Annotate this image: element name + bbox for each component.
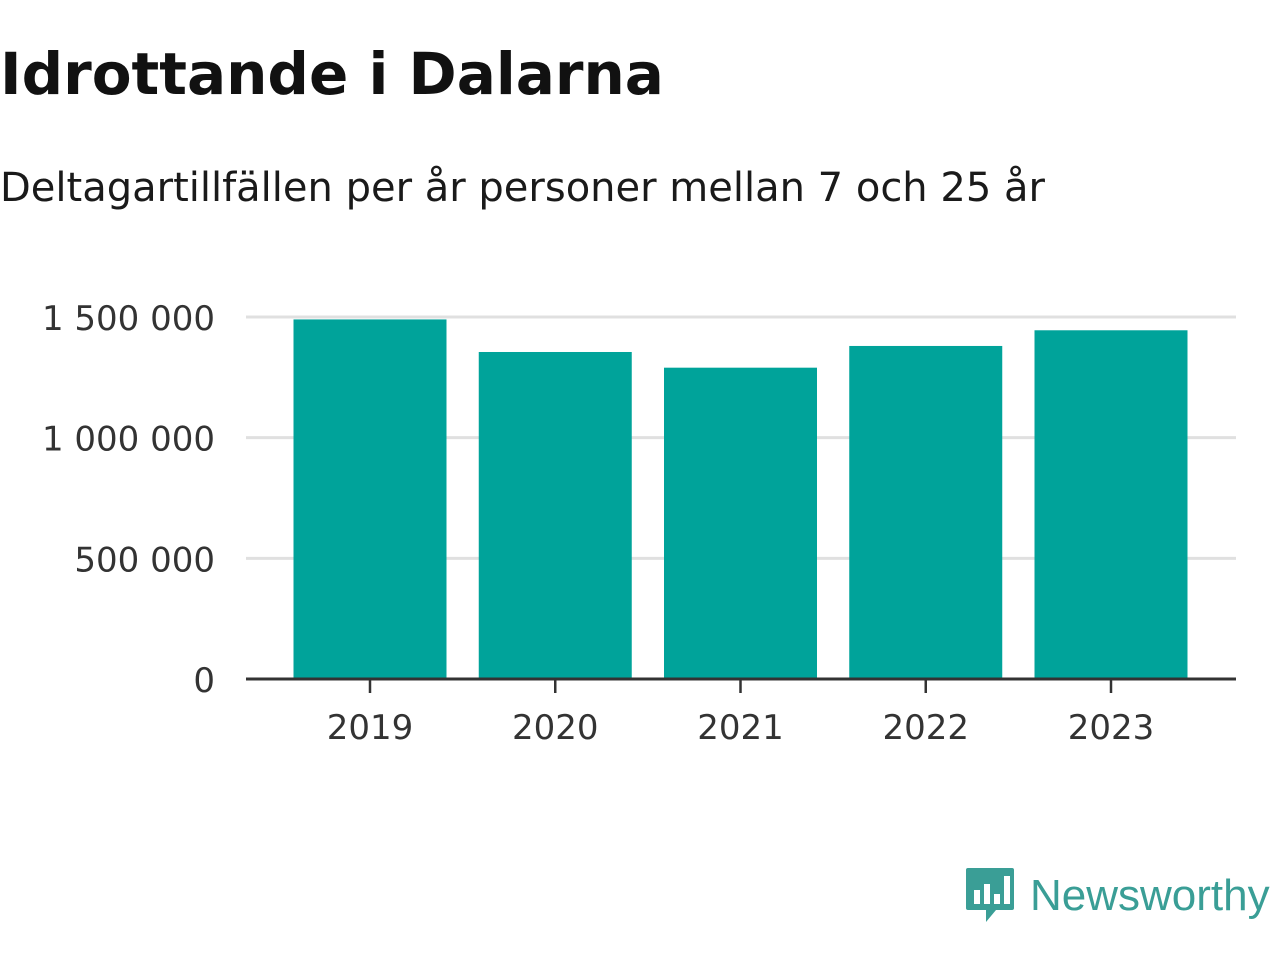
x-tick-label: 2021	[697, 708, 784, 748]
bar	[293, 319, 447, 679]
bar-chart: 0 500 000 1 000 000 1 500 000 2019 2020 2021 20…	[42, 299, 1236, 748]
x-tick-label: 2023	[1068, 708, 1155, 748]
chart-title: Idrottande i Dalarna	[0, 40, 664, 108]
x-tick-label: 2019	[327, 708, 414, 748]
y-tick-label: 1 500 000	[42, 299, 215, 339]
bar	[1034, 330, 1188, 679]
bars	[293, 319, 1188, 679]
bar	[664, 367, 817, 679]
brand-name: Newsworthy	[1030, 871, 1270, 920]
chart-subtitle: Deltagartillfällen per år personer mella…	[0, 165, 1045, 211]
axes	[246, 677, 1236, 693]
y-tick-label: 0	[193, 661, 215, 701]
bar-chart-speech-bubble-icon	[966, 868, 1014, 922]
x-tick-label: 2020	[512, 708, 599, 748]
brand-footer: Newsworthy	[964, 864, 1280, 928]
bar	[478, 351, 632, 679]
tick-labels: 0 500 000 1 000 000 1 500 000 2019 2020 2021 20…	[42, 299, 1154, 748]
y-tick-label: 500 000	[74, 540, 215, 580]
bar	[849, 345, 1003, 679]
y-tick-label: 1 000 000	[42, 420, 215, 460]
x-tick-label: 2022	[882, 708, 969, 748]
